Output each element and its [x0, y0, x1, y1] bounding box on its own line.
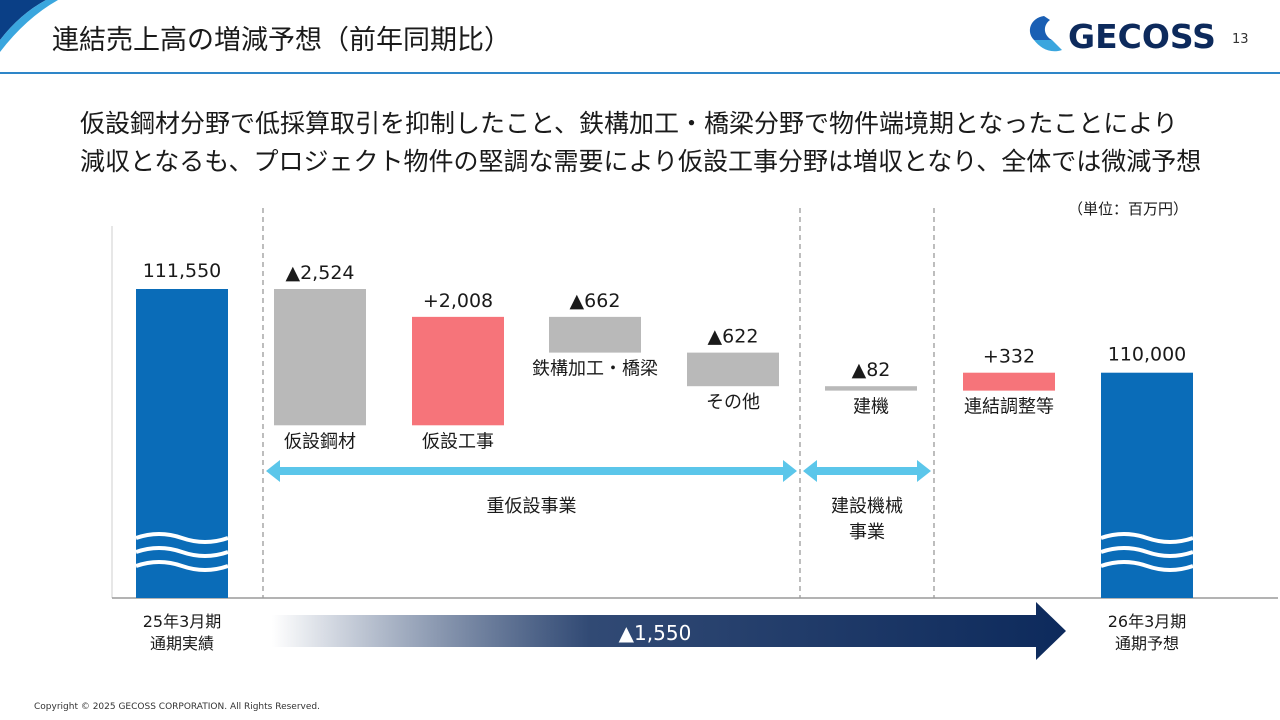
corner-decoration: [0, 0, 58, 52]
start-axis-break-wave-0: [135, 532, 229, 544]
page-number: 13: [1232, 32, 1249, 47]
step-value-label-1: +2,008: [423, 290, 493, 312]
step-name-label-5: 連結調整等: [964, 397, 1054, 418]
end-axis-break-wave-1: [1100, 546, 1194, 558]
end-category-label-1: 通期予想: [1115, 634, 1179, 653]
start-category-label-0: 25年3月期: [143, 612, 222, 631]
step-bar-1: [412, 316, 504, 426]
headline-line-1: 仮設鋼材分野で低採算取引を抑制したこと、鉄構加工・橋梁分野で物件端境期となったこ…: [80, 109, 1178, 138]
total-change-label: ▲1,550: [619, 621, 692, 645]
step-bar-3: [687, 352, 779, 387]
start-axis-break-wave-1: [135, 546, 229, 558]
step-bar-5: [963, 372, 1055, 391]
end-category-label-0: 26年3月期: [1108, 612, 1187, 631]
step-value-label-4: ▲82: [852, 359, 891, 381]
total-change-arrow: [272, 602, 1066, 660]
step-name-label-3: その他: [706, 392, 760, 413]
svg-text:GECOSS: GECOSS: [1068, 17, 1216, 56]
step-bar-2: [549, 316, 641, 353]
header-divider: [0, 72, 1280, 74]
segment-arrow-0: [266, 460, 797, 482]
end-value-label: 110,000: [1108, 344, 1187, 366]
start-axis-break-wave-2: [135, 560, 229, 572]
step-name-label-0: 仮設鋼材: [284, 431, 356, 452]
end-axis-break-wave-0: [1100, 532, 1194, 544]
step-value-label-3: ▲622: [708, 326, 759, 348]
step-bar-0: [274, 289, 366, 426]
step-bar-4: [825, 386, 917, 391]
step-name-label-1: 仮設工事: [422, 431, 494, 452]
step-value-label-0: ▲2,524: [285, 262, 354, 284]
start-value-label: 111,550: [143, 260, 222, 282]
step-value-label-2: ▲662: [570, 290, 621, 312]
segment-label-1-1: 事業: [849, 522, 885, 543]
end-axis-break-wave-2: [1100, 560, 1194, 572]
step-name-label-2: 鉄構加工・橋梁: [532, 359, 658, 380]
start-category-label-1: 通期実績: [150, 634, 214, 653]
segment-arrow-1: [803, 460, 931, 482]
page-title: 連結売上高の増減予想（前年同期比）: [52, 25, 511, 56]
segment-label-1-0: 建設機械: [831, 496, 903, 517]
headline-line-2: 減収となるも、プロジェクト物件の堅調な需要により仮設工事分野は増収となり、全体で…: [80, 147, 1202, 176]
step-name-label-4: 建機: [853, 397, 889, 418]
step-value-label-5: +332: [983, 346, 1035, 368]
gecoss-logo: GECOSS: [1022, 10, 1222, 64]
unit-label: （単位：百万円）: [1068, 200, 1189, 218]
segment-label-0-0: 重仮設事業: [487, 496, 577, 517]
copyright: Copyright © 2025 GECOSS CORPORATION. All…: [34, 702, 320, 712]
